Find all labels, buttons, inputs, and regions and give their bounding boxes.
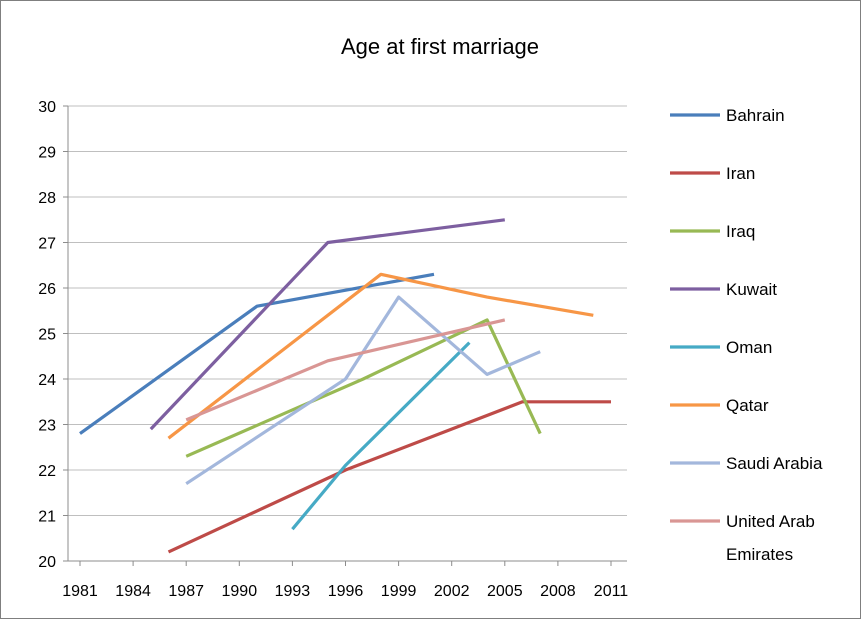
legend-label-saudi-arabia: Saudi Arabia [726, 454, 823, 473]
legend-label-kuwait: Kuwait [726, 280, 777, 299]
x-tick-label: 2005 [487, 583, 523, 600]
y-tick-label: 26 [38, 281, 56, 298]
series-line-saudi-arabia [185, 295, 541, 486]
y-tick-label: 25 [38, 327, 56, 344]
x-tick-label: 1987 [168, 583, 204, 600]
legend-label-bahrain: Bahrain [726, 106, 785, 125]
legend-label-united-arab-emirates: Emirates [726, 545, 793, 564]
series-line-qatar [167, 272, 594, 440]
series-line-oman [291, 341, 471, 531]
y-tick-label: 24 [38, 372, 56, 389]
legend-label-united-arab-emirates: United Arab [726, 512, 815, 531]
series-lines [79, 218, 611, 554]
chart-title: Age at first marriage [341, 34, 539, 59]
y-tick-label: 23 [38, 418, 56, 435]
y-tick-label: 21 [38, 509, 56, 526]
gridlines [68, 105, 627, 516]
y-tick-label: 20 [38, 554, 56, 571]
y-tick-label: 27 [38, 236, 56, 253]
x-tick-label: 1996 [328, 583, 364, 600]
legend-label-iraq: Iraq [726, 222, 755, 241]
series-line-iran [167, 400, 611, 554]
x-tick-label: 1999 [381, 583, 417, 600]
legend-label-oman: Oman [726, 338, 772, 357]
series-line-bahrain [79, 272, 435, 435]
x-axis-ticks: 1981 1984 1987 1990 1993 1996 1999 2002 2005 2008… [62, 583, 628, 600]
legend-label-iran: Iran [726, 164, 755, 183]
x-tick-label: 1981 [62, 583, 98, 600]
x-tick-label: 2002 [434, 583, 470, 600]
axes [63, 105, 627, 566]
series-line-kuwait [149, 218, 506, 431]
legend-label-qatar: Qatar [726, 396, 769, 415]
x-tick-label: 1984 [115, 583, 151, 600]
series-line-united-arab-emirates [185, 318, 506, 422]
x-tick-label: 2008 [540, 583, 576, 600]
x-tick-label: 1990 [222, 583, 258, 600]
y-tick-label: 29 [38, 145, 56, 162]
y-tick-label: 30 [38, 99, 56, 116]
y-tick-label: 28 [38, 190, 56, 207]
x-tick-label: 1993 [275, 583, 311, 600]
series-line-iraq [185, 318, 542, 458]
y-axis-ticks: 20 21 22 23 24 25 26 27 28 29 30 [38, 99, 56, 571]
y-tick-label: 22 [38, 463, 56, 480]
x-tick-label: 2011 [594, 583, 629, 600]
legend: Bahrain Iran Iraq Kuwait Oman Qatar Saudi Arab… [670, 106, 823, 564]
